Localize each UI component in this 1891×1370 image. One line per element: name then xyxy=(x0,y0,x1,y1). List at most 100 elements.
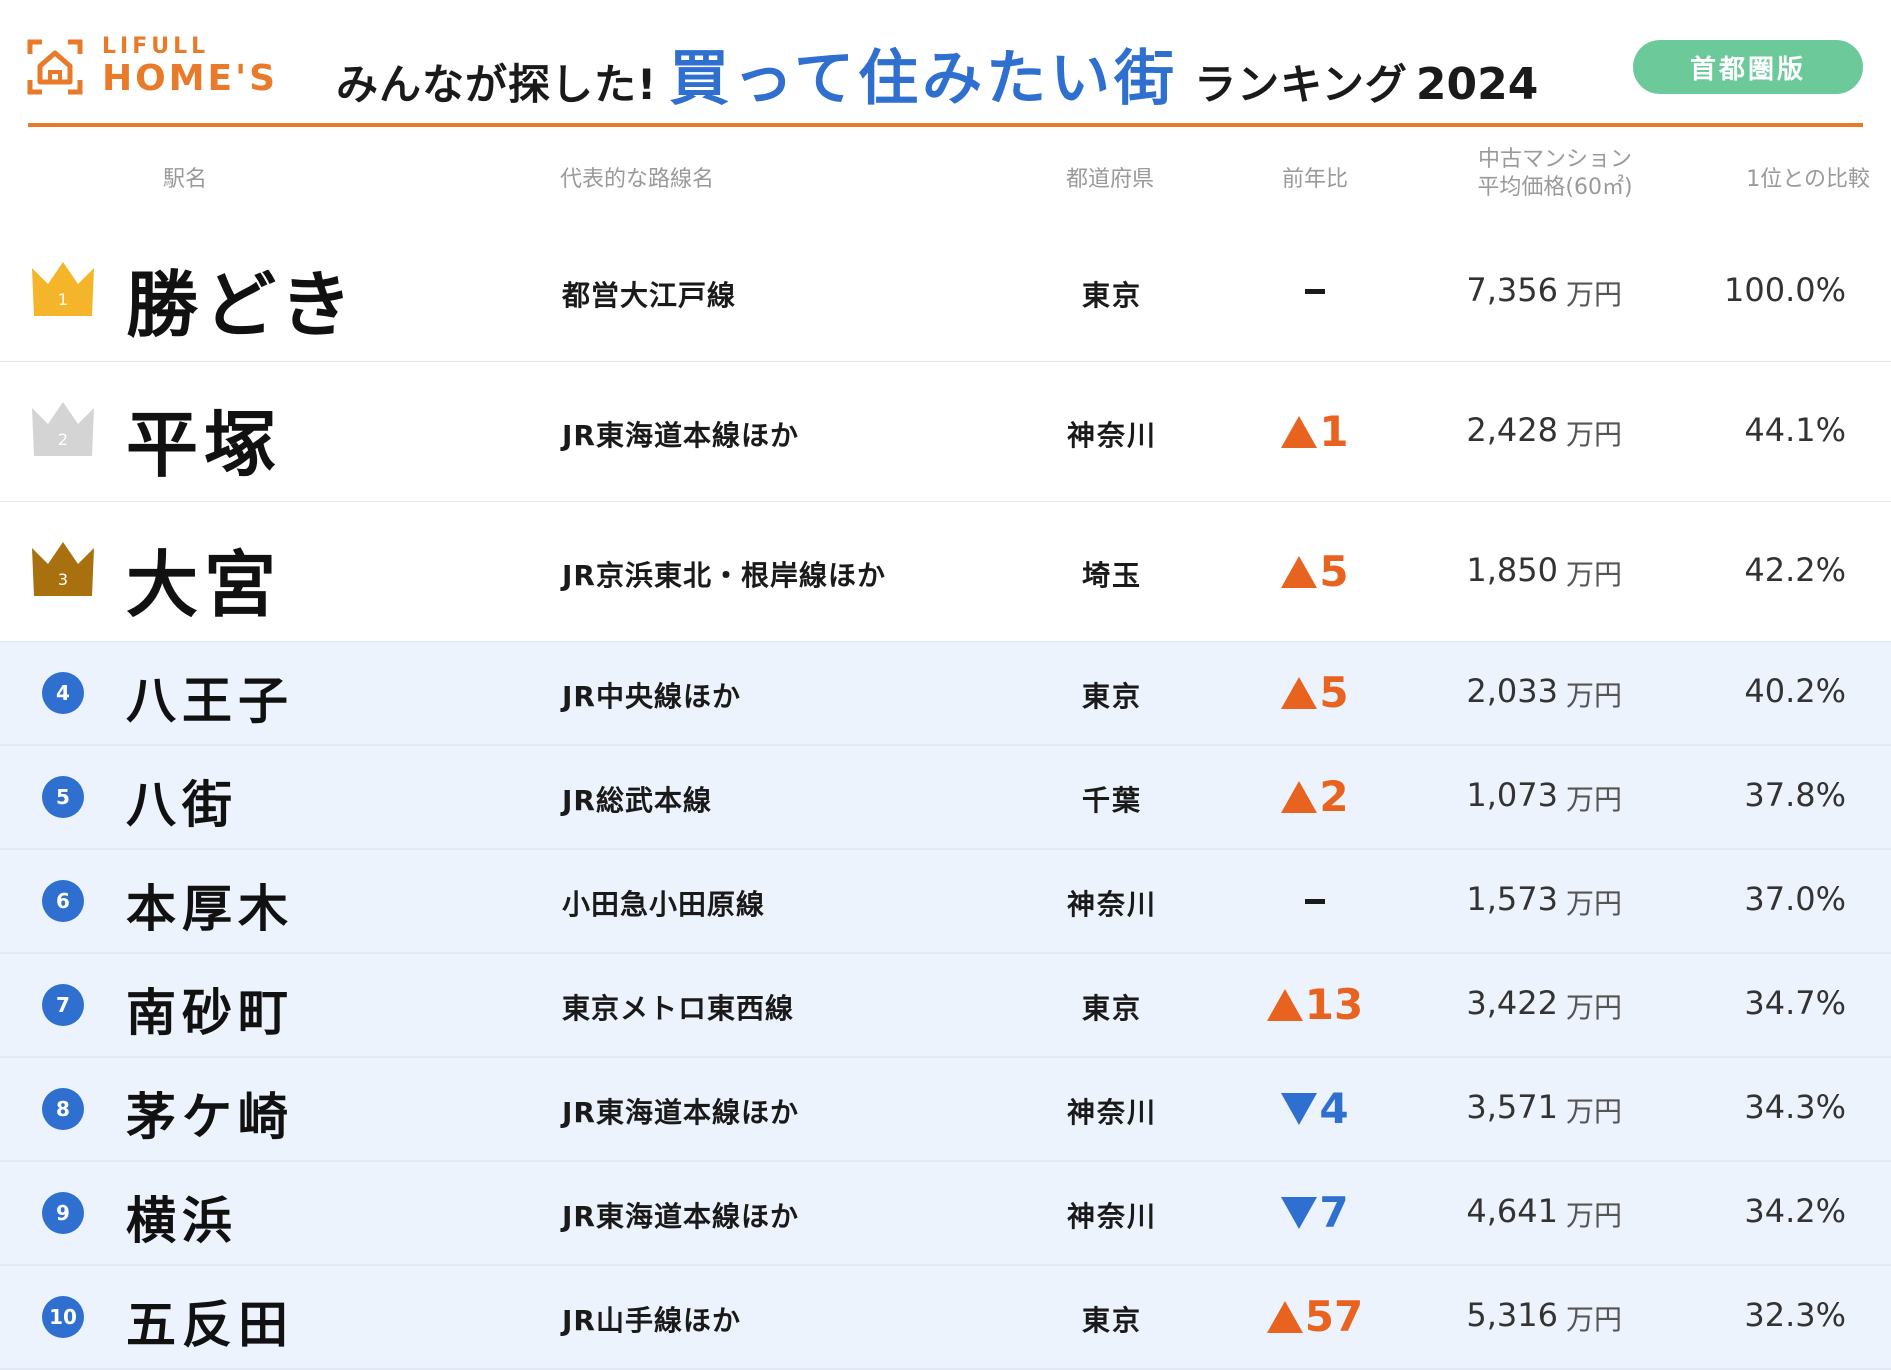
column-header-price-line2: 平均価格(60㎡) xyxy=(1477,175,1633,200)
table-row: 8 茅ケ崎 JR東海道本線ほか 神奈川 4 3,571 万円 34.3% xyxy=(0,1058,1891,1162)
prefecture: 東京 xyxy=(1081,278,1142,312)
station-name: 八王子 xyxy=(126,672,294,730)
rank-number: 2 xyxy=(58,430,68,449)
prefecture: 東京 xyxy=(1081,1304,1142,1337)
average-price: 7,356 xyxy=(1466,270,1558,309)
station-name: 勝どき xyxy=(126,262,358,347)
yoy-change: 7 xyxy=(1230,1188,1400,1238)
bronze-crown-icon: 3 xyxy=(32,541,94,596)
yoy-value: 57 xyxy=(1304,1292,1364,1341)
no-change-dash-icon xyxy=(1305,898,1325,904)
station-name: 横浜 xyxy=(126,1192,238,1250)
ratio-to-first: 42.2% xyxy=(1744,550,1846,589)
line-name: JR東海道本線ほか xyxy=(562,1096,799,1129)
average-price: 1,073 xyxy=(1466,776,1558,814)
prefecture: 神奈川 xyxy=(1066,1096,1157,1129)
rank-badge: 7 xyxy=(42,984,84,1026)
title-main: 買って住みたい街 xyxy=(669,44,1179,114)
station-name: 大宮 xyxy=(126,542,283,627)
yoy-change: 5 xyxy=(1230,547,1400,597)
up-triangle-icon xyxy=(1266,1301,1303,1333)
ratio-to-first: 37.0% xyxy=(1744,880,1846,918)
region-badge: 首都圏版 xyxy=(1633,40,1863,94)
table-row: 4 八王子 JR中央線ほか 東京 5 2,033 万円 40.2% xyxy=(0,642,1891,746)
station-name: 茅ケ崎 xyxy=(126,1088,294,1146)
price-unit: 万円 xyxy=(1566,1303,1623,1336)
rank-number: 1 xyxy=(58,290,68,309)
up-triangle-icon xyxy=(1281,555,1318,588)
line-name: JR東海道本線ほか xyxy=(562,418,799,452)
up-triangle-icon xyxy=(1281,677,1318,709)
yoy-value: 2 xyxy=(1319,772,1349,821)
average-price: 4,641 xyxy=(1466,1192,1558,1230)
table-row: 1 勝どき 都営大江戸線 東京 7,356 万円 100.0% xyxy=(0,222,1891,363)
yoy-value: 5 xyxy=(1319,668,1349,717)
price-unit: 万円 xyxy=(1566,417,1623,451)
yoy-change: 57 xyxy=(1230,1292,1400,1342)
line-name: 東京メトロ東西線 xyxy=(562,992,795,1025)
ratio-to-first: 34.2% xyxy=(1744,1192,1846,1230)
station-name: 八街 xyxy=(126,776,238,834)
logo-text-big: HOME'S xyxy=(102,58,279,99)
line-name: JR中央線ほか xyxy=(562,680,741,713)
rank-badge: 8 xyxy=(42,1088,84,1130)
prefecture: 東京 xyxy=(1081,680,1142,713)
column-headers: 駅名 代表的な路線名 都道府県 前年比 中古マンション 平均価格(60㎡) 1位… xyxy=(0,140,1891,220)
up-triangle-icon xyxy=(1266,989,1303,1021)
yoy-change: 2 xyxy=(1230,772,1400,822)
gold-crown-icon: 1 xyxy=(32,261,94,316)
ratio-to-first: 37.8% xyxy=(1744,776,1846,814)
prefecture: 神奈川 xyxy=(1066,888,1157,921)
ratio-to-first: 40.2% xyxy=(1744,672,1846,710)
prefecture: 神奈川 xyxy=(1066,1200,1157,1233)
ratio-to-first: 34.7% xyxy=(1744,984,1846,1022)
title-suffix: ランキング xyxy=(1194,60,1408,109)
average-price: 1,573 xyxy=(1466,880,1558,918)
ratio-to-first: 32.3% xyxy=(1744,1296,1846,1334)
price-unit: 万円 xyxy=(1566,679,1623,712)
station-name: 五反田 xyxy=(126,1296,294,1354)
ratio-to-first: 100.0% xyxy=(1723,270,1846,309)
table-row: 6 本厚木 小田急小田原線 神奈川 1,573 万円 37.0% xyxy=(0,850,1891,954)
yoy-value: 13 xyxy=(1304,980,1364,1029)
logo-text-small: LIFULL xyxy=(102,34,210,59)
rank-badge: 4 xyxy=(42,672,84,714)
price-unit: 万円 xyxy=(1566,1095,1623,1128)
table-row: 2 平塚 JR東海道本線ほか 神奈川 1 2,428 万円 44.1% xyxy=(0,362,1891,503)
up-triangle-icon xyxy=(1281,781,1318,813)
line-name: JR山手線ほか xyxy=(562,1304,741,1337)
price-unit: 万円 xyxy=(1566,1199,1623,1232)
yoy-change: 4 xyxy=(1230,1084,1400,1134)
yoy-change xyxy=(1230,267,1400,317)
average-price: 2,428 xyxy=(1466,410,1558,449)
rank-badge: 9 xyxy=(42,1192,84,1234)
prefecture: 千葉 xyxy=(1081,784,1142,817)
column-header-price-line1: 中古マンション xyxy=(1477,147,1632,172)
table-row: 7 南砂町 東京メトロ東西線 東京 13 3,422 万円 34.7% xyxy=(0,954,1891,1058)
line-name: JR東海道本線ほか xyxy=(562,1200,799,1233)
yoy-value: 5 xyxy=(1319,546,1349,596)
rank-badge: 10 xyxy=(42,1296,84,1338)
average-price: 3,571 xyxy=(1466,1088,1558,1126)
column-header-station: 駅名 xyxy=(162,167,207,192)
rank-badge: 6 xyxy=(42,880,84,922)
average-price: 2,033 xyxy=(1466,672,1558,710)
no-change-dash-icon xyxy=(1305,289,1325,294)
yoy-change: 5 xyxy=(1230,668,1400,718)
table-row: 9 横浜 JR東海道本線ほか 神奈川 7 4,641 万円 34.2% xyxy=(0,1162,1891,1266)
yoy-value: 4 xyxy=(1319,1084,1349,1133)
price-unit: 万円 xyxy=(1566,991,1623,1024)
line-name: JR総武本線 xyxy=(562,784,712,817)
silver-crown-icon: 2 xyxy=(32,401,94,456)
price-unit: 万円 xyxy=(1566,277,1623,311)
up-triangle-icon xyxy=(1281,415,1318,448)
station-name: 南砂町 xyxy=(126,984,294,1042)
station-name: 平塚 xyxy=(126,402,283,487)
price-unit: 万円 xyxy=(1566,887,1623,920)
price-unit: 万円 xyxy=(1566,557,1623,591)
yoy-change xyxy=(1230,876,1400,926)
column-header-prefecture: 都道府県 xyxy=(1065,167,1154,192)
rank-badge: 5 xyxy=(42,776,84,818)
column-header-ratio: 1位との比較 xyxy=(1746,167,1870,192)
column-header-line: 代表的な路線名 xyxy=(560,167,715,192)
